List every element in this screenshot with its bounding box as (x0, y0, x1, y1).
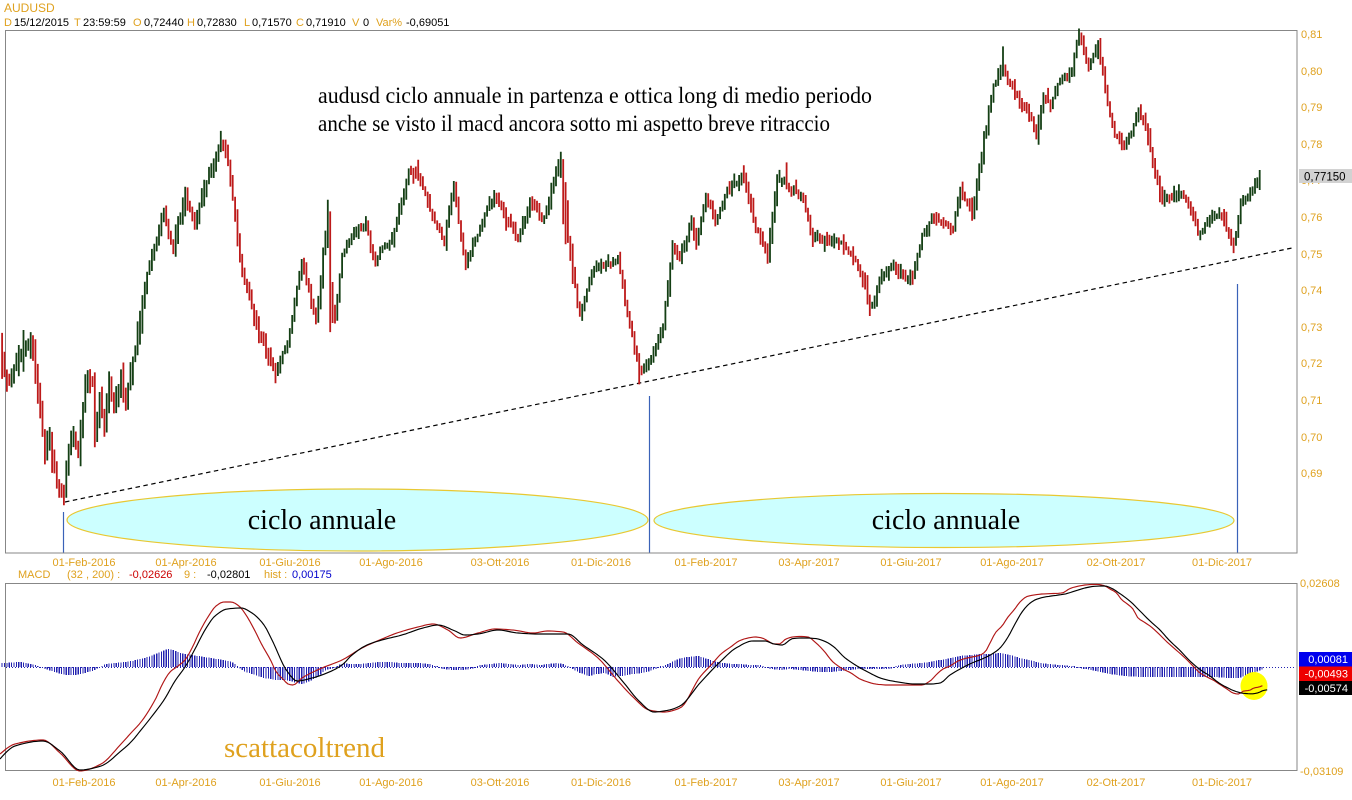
svg-text:01-Dic-2016: 01-Dic-2016 (571, 557, 631, 569)
svg-text:03-Apr-2017: 03-Apr-2017 (778, 777, 839, 789)
svg-text:0,02608: 0,02608 (1300, 578, 1340, 590)
svg-text:ciclo annuale: ciclo annuale (872, 505, 1020, 536)
svg-text:0,80: 0,80 (1301, 66, 1322, 78)
svg-text:MACD (32 , 200) : -0,02626 9 :: MACD (32 , 200) : -0,02626 9 : -0,02801 … (18, 569, 332, 581)
svg-text:AUDUSD: AUDUSD (4, 1, 55, 15)
svg-text:02-Ott-2017: 02-Ott-2017 (1087, 777, 1146, 789)
svg-text:01-Dic-2016: 01-Dic-2016 (571, 777, 631, 789)
svg-text:0,00081: 0,00081 (1308, 654, 1348, 666)
svg-text:0,77150: 0,77150 (1304, 172, 1346, 184)
svg-text:01-Apr-2016: 01-Apr-2016 (155, 777, 216, 789)
svg-text:0,70: 0,70 (1301, 432, 1322, 444)
svg-text:0,71: 0,71 (1301, 395, 1322, 407)
svg-text:01-Ago-2016: 01-Ago-2016 (359, 777, 423, 789)
svg-text:02-Ott-2017: 02-Ott-2017 (1087, 557, 1146, 569)
svg-text:0,69: 0,69 (1301, 468, 1322, 480)
svg-text:audusd ciclo annuale in parten: audusd ciclo annuale in partenza e ottic… (318, 83, 872, 108)
svg-text:01-Ago-2016: 01-Ago-2016 (359, 557, 423, 569)
svg-text:01-Apr-2016: 01-Apr-2016 (155, 557, 216, 569)
svg-text:01-Feb-2016: 01-Feb-2016 (53, 557, 116, 569)
svg-text:01-Dic-2017: 01-Dic-2017 (1192, 557, 1252, 569)
svg-text:scattacoltrend: scattacoltrend (224, 732, 386, 764)
svg-text:0,79: 0,79 (1301, 102, 1322, 114)
svg-text:0,76: 0,76 (1301, 212, 1322, 224)
svg-text:01-Ago-2017: 01-Ago-2017 (980, 777, 1044, 789)
svg-text:03-Apr-2017: 03-Apr-2017 (778, 557, 839, 569)
svg-text:01-Feb-2017: 01-Feb-2017 (675, 777, 738, 789)
svg-text:-0,00574: -0,00574 (1305, 683, 1348, 695)
svg-text:anche se visto il macd ancora: anche se visto il macd ancora sotto mi a… (318, 111, 830, 136)
svg-text:0,73: 0,73 (1301, 322, 1322, 334)
svg-text:01-Feb-2016: 01-Feb-2016 (53, 777, 116, 789)
svg-text:01-Giu-2016: 01-Giu-2016 (259, 557, 320, 569)
svg-text:03-Ott-2016: 03-Ott-2016 (471, 557, 530, 569)
svg-text:0,78: 0,78 (1301, 139, 1322, 151)
svg-text:01-Giu-2017: 01-Giu-2017 (880, 777, 941, 789)
svg-text:-0,00493: -0,00493 (1305, 669, 1348, 681)
svg-text:01-Giu-2016: 01-Giu-2016 (259, 777, 320, 789)
svg-text:01-Giu-2017: 01-Giu-2017 (880, 557, 941, 569)
svg-text:ciclo annuale: ciclo annuale (248, 505, 396, 536)
svg-text:01-Dic-2017: 01-Dic-2017 (1192, 777, 1252, 789)
svg-text:01-Ago-2017: 01-Ago-2017 (980, 557, 1044, 569)
svg-text:03-Ott-2016: 03-Ott-2016 (471, 777, 530, 789)
svg-text:01-Feb-2017: 01-Feb-2017 (675, 557, 738, 569)
svg-text:0,75: 0,75 (1301, 249, 1322, 261)
svg-text:0,74: 0,74 (1301, 285, 1322, 297)
svg-text:D15/12/2015 T23:59:59 O0,72440: D 15/12/2015 T 23:59:59 O 0,72440 H 0,72830 … (4, 17, 449, 29)
svg-text:0,81: 0,81 (1301, 29, 1322, 41)
svg-text:0,72: 0,72 (1301, 358, 1322, 370)
svg-text:-0,03109: -0,03109 (1300, 766, 1343, 778)
